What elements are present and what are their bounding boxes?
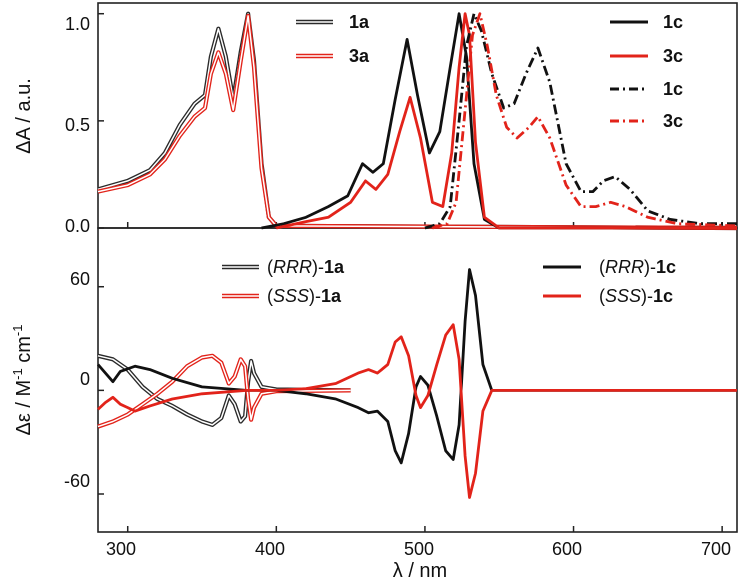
top-ytick-label-2: 1.0 (65, 14, 90, 34)
top-ytick-label-0: 0.0 (65, 216, 90, 236)
top-series-4-line (424, 12, 737, 230)
bottom-ytick-label-2: -60 (64, 471, 90, 491)
legend-label-1c-solid: 1c (663, 12, 683, 32)
top-legend-left: 1a 3a (296, 12, 370, 66)
legend-label-3a: 3a (349, 46, 370, 66)
legend-label-1c-dashdot: 1c (663, 79, 683, 99)
bottom-series-3-line (97, 323, 737, 499)
legend-label-sss-1a: (SSS)-1a (267, 286, 342, 306)
top-series-5-line (432, 12, 738, 230)
top-series-3-line (276, 12, 737, 230)
bottom-legend-right: (RRR)-1c (SSS)-1c (543, 257, 676, 306)
bottom-series-2-line (96, 268, 737, 465)
xtick-label-600: 600 (552, 539, 582, 559)
top-ytick-label-1: 0.5 (65, 115, 90, 135)
legend-label-1a: 1a (349, 12, 370, 32)
bottom-legend-left: (RRR)-1a (SSS)-1a (222, 257, 345, 306)
bottom-ytick-label-1: 0 (80, 369, 90, 389)
top-series-1-core (97, 15, 738, 229)
bottom-series-0-core (97, 355, 351, 426)
bottom-series-1-core (97, 355, 351, 428)
x-axis-label: λ / nm (393, 560, 447, 581)
xtick-label-500: 500 (404, 539, 434, 559)
top-series-2-line (261, 12, 737, 230)
legend-label-3c-dashdot: 3c (663, 111, 683, 131)
top-y-axis-label: ΔA / a.u. (13, 78, 35, 154)
legend-label-3c-solid: 3c (663, 46, 683, 66)
bottom-ytick-label-0: 60 (70, 269, 90, 289)
legend-label-sss-1c: (SSS)-1c (599, 286, 673, 306)
top-legend-right: 1c 3c 1c 3c (610, 12, 683, 131)
bottom-y-axis-label: Δε / M-1 cm-1 (10, 325, 35, 436)
legend-label-rrr-1c: (RRR)-1c (599, 257, 676, 277)
xtick-label-300: 300 (106, 539, 136, 559)
xtick-label-700: 700 (701, 539, 731, 559)
legend-label-rrr-1a: (RRR)-1a (267, 257, 345, 277)
xtick-label-400: 400 (255, 539, 285, 559)
